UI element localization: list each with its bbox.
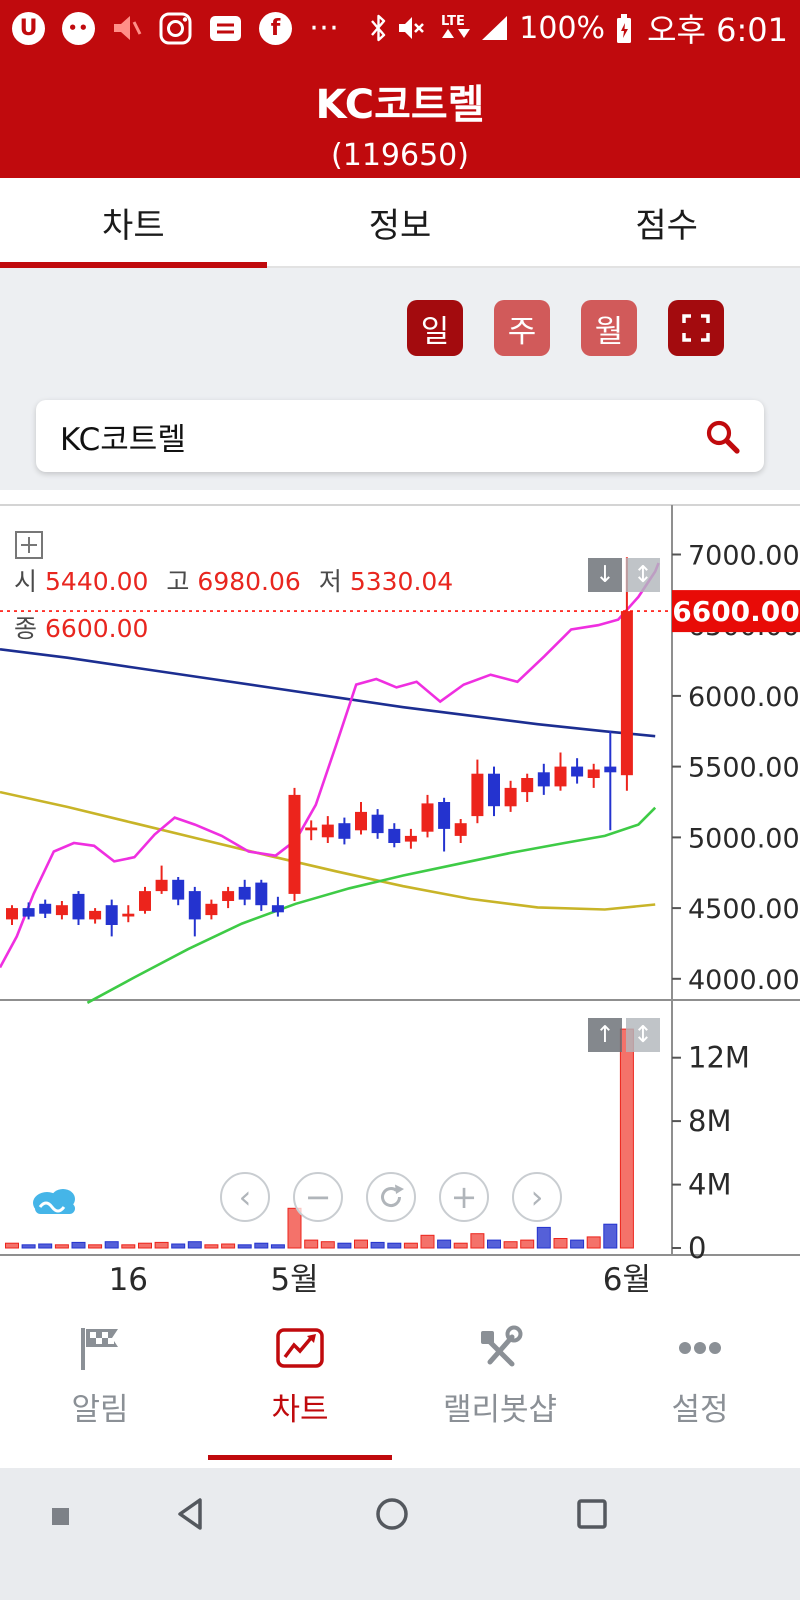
tab-info[interactable]: 정보: [368, 205, 432, 246]
svg-text:16: 16: [109, 1262, 148, 1298]
svg-text:5월: 5월: [270, 1262, 318, 1298]
cloud-logo-icon: [33, 1189, 75, 1214]
chart-area: 7000.006500.006000.005500.005000.004500.…: [0, 490, 800, 1302]
svg-text:6월: 6월: [603, 1262, 651, 1298]
fullscreen-button[interactable]: [668, 300, 724, 356]
nav-alerts[interactable]: 알림: [0, 1302, 200, 1468]
ma-short-green: [86, 806, 657, 1004]
tab-chart[interactable]: 차트: [0, 178, 267, 268]
dots-icon: [679, 1342, 721, 1354]
chart-toolbar-panel: 일 주 월: [0, 268, 800, 490]
lte-data-icon: LTE: [441, 14, 471, 38]
search-box: [36, 400, 764, 472]
refresh-icon: [381, 1184, 404, 1207]
open-label: 시: [14, 567, 38, 596]
nav-chart-label: 차트: [271, 1392, 329, 1428]
tab-score[interactable]: 점수: [635, 205, 698, 246]
svg-text:5000.00: 5000.00: [688, 823, 800, 854]
pan-left-button[interactable]: ‹: [220, 1172, 270, 1222]
svg-text:8M: 8M: [688, 1104, 731, 1138]
pin-indicator: [52, 1508, 69, 1525]
volume-scale-up-button[interactable]: ↑: [588, 1018, 622, 1052]
svg-text:6000.00: 6000.00: [688, 682, 800, 713]
nav-settings-label: 설정: [671, 1392, 729, 1428]
tab-bar: 차트 정보 점수: [0, 178, 800, 268]
status-bar: U •• f ⋯ LTE 100% 오후 6:01: [0, 0, 800, 56]
period-week-button[interactable]: 주: [494, 300, 550, 356]
app-header: KC코트렐 (119650): [0, 56, 800, 178]
instagram-app-icon: [159, 12, 192, 44]
battery-icon: [617, 13, 632, 43]
pan-right-button[interactable]: ›: [512, 1172, 562, 1222]
facebook-app-icon: f: [259, 11, 292, 45]
chart-control-buttons: ‹ − + ›: [220, 1172, 562, 1222]
message-app-icon: [210, 15, 241, 41]
svg-text:0: 0: [688, 1231, 706, 1265]
nav-rallybot-shop-label: 랠리봇샵: [442, 1392, 558, 1428]
clock: 오후 6:01: [647, 11, 788, 49]
ma-long-navy: [0, 648, 656, 738]
nav-alerts-label: 알림: [71, 1392, 129, 1428]
more-notifications-icon: ⋯: [309, 10, 339, 45]
ucc-app-icon: U: [12, 11, 45, 45]
svg-text:4500.00: 4500.00: [688, 894, 800, 925]
crosshair-toggle-icon[interactable]: [14, 530, 44, 560]
stock-code: (119650): [331, 138, 469, 173]
svg-text:LTE: LTE: [441, 14, 465, 29]
period-day-button[interactable]: 일: [407, 300, 463, 356]
last-price-badge: [672, 590, 800, 633]
flag-icon: [81, 1328, 118, 1370]
svg-text:5500.00: 5500.00: [688, 753, 800, 784]
svg-text:12M: 12M: [688, 1041, 750, 1075]
low-value: 5330.04: [349, 567, 454, 596]
search-icon[interactable]: [704, 418, 740, 454]
volume-scale-fit-button[interactable]: ↕: [626, 1018, 660, 1052]
battery-percent: 100%: [519, 10, 606, 46]
signal-icon: [482, 16, 508, 40]
open-value: 5440.00: [45, 567, 149, 596]
svg-text:4M: 4M: [688, 1168, 731, 1202]
megaphone-app-icon: [114, 16, 142, 40]
svg-text:4000.00: 4000.00: [688, 965, 800, 996]
svg-text:6600.00: 6600.00: [672, 595, 800, 628]
high-value: 6980.06: [197, 567, 301, 596]
ohlc-info: 시 5440.00 고 6980.06 저 5330.04: [14, 562, 471, 598]
period-button-row: 일 주 월: [407, 300, 724, 356]
ma-fast-magenta: [0, 562, 660, 969]
chart-icon: [276, 1328, 324, 1368]
nav-chart[interactable]: 차트: [200, 1302, 400, 1468]
android-nav-bar: [0, 1468, 800, 1600]
tools-icon: [481, 1325, 523, 1367]
zoom-in-button[interactable]: +: [439, 1172, 489, 1222]
back-button[interactable]: [173, 1494, 213, 1534]
price-scale-down-button[interactable]: ↓: [588, 558, 622, 592]
status-left-icons: U •• f ⋯: [12, 10, 369, 45]
wechat-app-icon: ••: [62, 11, 95, 45]
ma-mid-yellow: [0, 790, 656, 911]
svg-text:7000.00: 7000.00: [688, 541, 800, 572]
refresh-button[interactable]: [366, 1172, 416, 1222]
close-value: 6600.00: [45, 614, 149, 643]
nav-rallybot-shop[interactable]: 랠리봇샵: [400, 1302, 600, 1468]
close-info: 종 6600.00: [14, 609, 166, 645]
high-label: 고: [166, 567, 190, 596]
price-scale-fit-button[interactable]: ↕: [626, 558, 660, 592]
home-button[interactable]: [372, 1494, 412, 1534]
stock-search-input[interactable]: [60, 418, 704, 454]
stock-title: KC코트렐: [315, 82, 485, 128]
expand-icon: [682, 314, 710, 342]
recent-apps-button[interactable]: [572, 1494, 612, 1534]
status-right-icons: LTE 100% 오후 6:01: [369, 5, 788, 51]
period-month-button[interactable]: 월: [581, 300, 637, 356]
bluetooth-icon: [371, 14, 386, 42]
mute-icon: [399, 17, 425, 39]
bottom-nav: 알림 차트 랠리봇샵 설정: [0, 1302, 800, 1468]
close-label: 종: [14, 614, 38, 643]
nav-settings[interactable]: 설정: [600, 1302, 800, 1468]
zoom-out-button[interactable]: −: [293, 1172, 343, 1222]
candlestick-chart[interactable]: 7000.006500.006000.005500.005000.004500.…: [0, 490, 800, 1302]
low-label: 저: [318, 567, 342, 596]
